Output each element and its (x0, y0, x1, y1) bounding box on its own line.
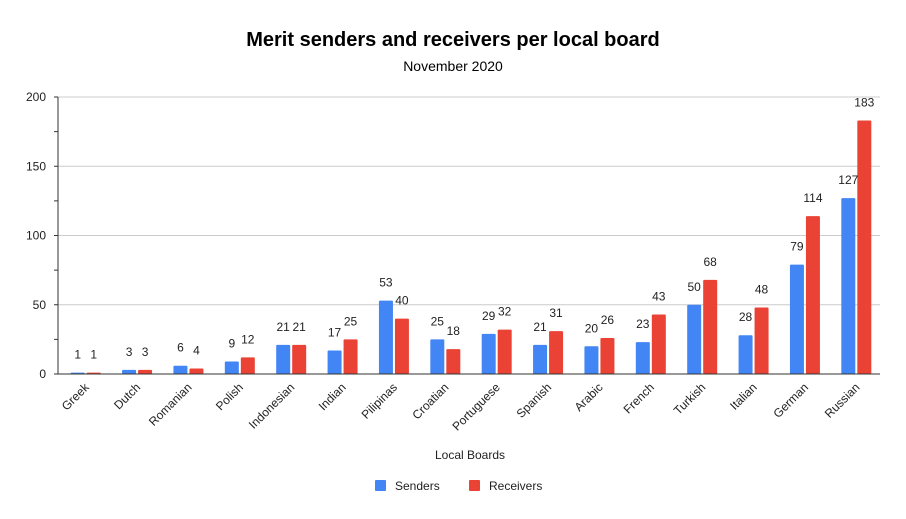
bar-senders-french (635, 342, 650, 374)
bar-senders-croatian (430, 339, 445, 374)
data-label: 25 (344, 314, 358, 328)
bar-receivers-russian (857, 120, 872, 374)
chart-title: Merit senders and receivers per local bo… (246, 29, 660, 51)
x-tick-label: Romanian (146, 380, 195, 429)
data-label: 26 (601, 313, 615, 327)
x-tick-label: Italian (727, 380, 760, 413)
bar-receivers-portuguese (497, 329, 512, 374)
bar-senders-german (789, 264, 804, 374)
x-tick-label: Russian (822, 380, 863, 421)
bar-receivers-dutch (138, 369, 153, 374)
data-label: 21 (293, 320, 307, 334)
chart-subtitle: November 2020 (403, 58, 503, 74)
x-axis-title: Local Boards (435, 448, 505, 462)
bar-senders-russian (841, 198, 856, 374)
data-label: 20 (585, 321, 599, 335)
bar-receivers-turkish (703, 279, 718, 374)
x-tick-label: German (770, 380, 811, 421)
y-tick-label: 150 (26, 159, 46, 173)
data-label: 3 (142, 345, 149, 359)
legend-label-receivers: Receivers (489, 479, 542, 493)
bar-senders-italian (738, 335, 753, 374)
data-label: 48 (755, 283, 769, 297)
data-label: 40 (395, 294, 409, 308)
bar-senders-polish (224, 361, 239, 374)
bar-receivers-french (651, 314, 666, 374)
data-label: 1 (74, 348, 81, 362)
bar-receivers-spanish (549, 331, 564, 374)
bar-receivers-arabic (600, 337, 615, 374)
data-label: 53 (379, 276, 393, 290)
x-tick-label: Croatian (409, 380, 451, 422)
bar-receivers-german (805, 216, 820, 374)
data-label: 6 (177, 341, 184, 355)
legend-swatch-senders (375, 480, 386, 491)
data-label: 79 (790, 240, 804, 254)
x-tick-label: Turkish (671, 380, 708, 417)
data-label: 29 (482, 309, 496, 323)
bar-senders-spanish (533, 344, 548, 374)
data-label: 21 (277, 320, 291, 334)
data-label: 68 (704, 255, 718, 269)
gridlines (58, 96, 880, 306)
bar-receivers-indian (343, 339, 358, 374)
data-label: 4 (193, 343, 200, 357)
x-tick-label: Spanish (514, 380, 555, 421)
data-label: 23 (636, 317, 650, 331)
bar-senders-indian (327, 350, 342, 374)
bar-senders-turkish (687, 304, 702, 374)
bar-receivers-indonesian (292, 344, 307, 374)
x-tick-label: Pilipinas (359, 380, 401, 422)
data-label: 21 (533, 320, 547, 334)
x-tick-label: Portuguese (449, 380, 503, 434)
x-tick-label: Arabic (572, 380, 606, 414)
bar-senders-romanian (173, 365, 188, 374)
data-label: 28 (739, 310, 753, 324)
x-tick-label: Greek (59, 380, 93, 414)
bar-receivers-italian (754, 307, 769, 374)
legend-label-senders: Senders (395, 479, 440, 493)
x-tick-label: Polish (213, 380, 246, 413)
data-label: 43 (652, 289, 666, 303)
data-label: 1 (90, 348, 97, 362)
data-label: 183 (854, 96, 874, 110)
bar-senders-portuguese (481, 333, 496, 374)
x-tick-label: French (621, 380, 657, 416)
y-tick-label: 200 (26, 90, 46, 104)
data-label: 127 (838, 173, 858, 187)
y-tick-label: 100 (26, 229, 46, 243)
data-label: 18 (447, 324, 461, 338)
data-label: 17 (328, 325, 342, 339)
data-label: 32 (498, 305, 512, 319)
bar-senders-indonesian (276, 344, 291, 374)
bar-receivers-romanian (189, 368, 204, 374)
legend-swatch-receivers (469, 480, 480, 491)
data-label: 3 (126, 345, 133, 359)
data-label: 31 (549, 306, 563, 320)
x-tick-label: Dutch (111, 380, 143, 412)
bar-senders-pilipinas (378, 300, 393, 374)
bar-receivers-pilipinas (394, 318, 409, 374)
bar-senders-dutch (122, 369, 137, 374)
bar-receivers-croatian (446, 349, 461, 374)
bar-senders-arabic (584, 346, 599, 374)
data-label: 9 (228, 337, 235, 351)
bars (70, 120, 872, 374)
legend: Senders Receivers (375, 479, 542, 493)
bar-receivers-polish (240, 357, 255, 374)
x-tick-label: Indian (316, 380, 349, 413)
data-label: 50 (688, 280, 702, 294)
y-tick-label: 0 (39, 367, 46, 381)
y-tick-label: 50 (33, 298, 47, 312)
data-label: 12 (241, 332, 255, 346)
data-label: 25 (431, 314, 445, 328)
data-label: 114 (803, 191, 822, 205)
x-tick-label: Indonesian (246, 380, 297, 431)
